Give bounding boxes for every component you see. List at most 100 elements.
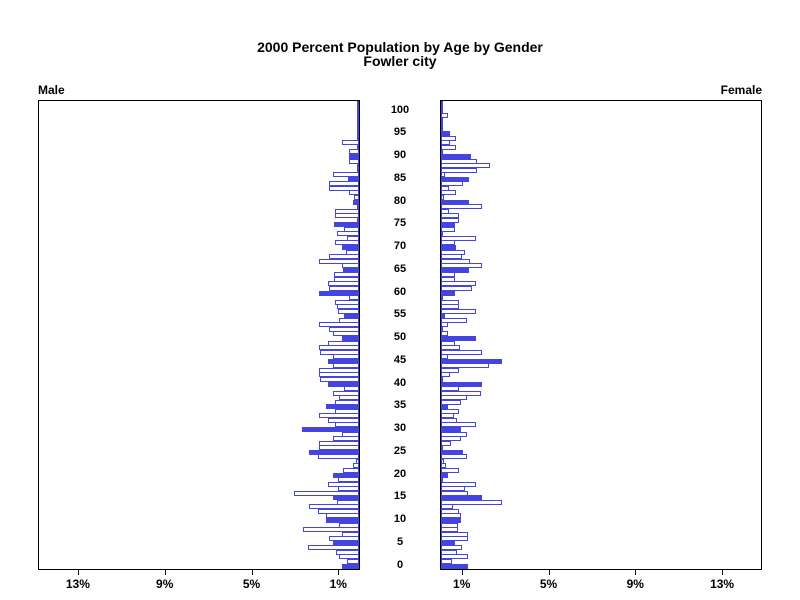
female-bar-age-41 <box>441 376 444 382</box>
male-bar-age-47 <box>319 349 359 355</box>
male-bar-age-77 <box>335 213 359 219</box>
male-bar-age-26 <box>318 445 359 451</box>
male-bar-age-2 <box>339 554 359 560</box>
male-bar-age-29 <box>341 431 359 437</box>
male-bar-age-75 <box>334 222 359 228</box>
female-bar-age-8 <box>441 527 459 533</box>
male-bar-age-36 <box>335 399 359 405</box>
male-bar-age-50 <box>341 336 359 341</box>
male-bar-age-68 <box>328 254 359 260</box>
male-bar-age-56 <box>338 308 359 314</box>
female-bar-age-17 <box>441 486 465 492</box>
female-bar-age-48 <box>441 345 460 351</box>
female-bar-age-69 <box>441 249 465 255</box>
female-bar-age-43 <box>441 367 460 373</box>
female-bar-age-31 <box>441 422 476 428</box>
female-bar-age-47 <box>441 349 482 355</box>
female-bar-age-50 <box>441 336 476 341</box>
female-bar-age-4 <box>441 545 462 551</box>
male-bar-age-0 <box>341 563 359 569</box>
male-bar-age-42 <box>318 372 359 378</box>
male-bar-age-59 <box>349 295 359 301</box>
male-pct-tick-label-1: 1% <box>329 577 347 591</box>
male-bar-age-58 <box>335 299 359 305</box>
chart-title: 2000 Percent Population by Age by Gender <box>257 39 543 55</box>
male-bar-age-31 <box>335 422 359 428</box>
male-bar-age-4 <box>308 545 359 551</box>
chart-subtitle: Fowler city <box>363 53 437 69</box>
female-panel <box>440 100 762 570</box>
age-tick-label-15: 15 <box>393 490 407 503</box>
male-bar-age-46 <box>332 354 359 360</box>
female-bar-age-36 <box>441 399 461 405</box>
male-pct-tick-label-5: 5% <box>242 577 261 591</box>
male-panel <box>38 100 360 570</box>
female-bar-age-10 <box>441 518 461 523</box>
age-tick-label-80: 80 <box>393 194 407 207</box>
male-bar-age-3 <box>336 549 359 555</box>
male-bar-age-1 <box>347 558 359 564</box>
female-bar-age-61 <box>441 285 473 291</box>
female-bar-age-71 <box>441 240 455 246</box>
female-bar-age-93 <box>441 140 451 146</box>
male-bar-age-90 <box>349 154 359 159</box>
female-bar-age-9 <box>441 522 459 528</box>
male-bar-age-54 <box>339 317 359 323</box>
female-bar-age-57 <box>441 304 460 310</box>
female-bar-age-30 <box>441 427 461 432</box>
female-bar-age-85 <box>441 176 470 182</box>
male-bar-age-78 <box>335 208 359 214</box>
female-bar-age-79 <box>441 204 483 210</box>
male-bar-age-13 <box>309 504 359 510</box>
female-bar-age-60 <box>441 290 455 296</box>
female-bar-age-39 <box>441 386 460 392</box>
female-bar-age-7 <box>441 531 469 537</box>
male-bar-age-65 <box>342 267 359 273</box>
female-pct-tick-label-5: 5% <box>539 577 558 591</box>
female-bar-age-32 <box>441 417 457 423</box>
female-bar-age-34 <box>441 408 460 414</box>
female-bar-age-65 <box>441 267 469 273</box>
female-bar-age-70 <box>441 245 457 250</box>
male-bar-age-66 <box>341 263 359 269</box>
male-bar-age-35 <box>326 404 359 410</box>
male-bar-age-81 <box>353 194 359 200</box>
female-bar-age-64 <box>441 272 455 278</box>
age-tick-label-75: 75 <box>393 217 407 230</box>
male-bar-age-38 <box>332 390 359 396</box>
female-bar-age-27 <box>441 440 451 446</box>
female-bar-age-82 <box>441 190 456 196</box>
male-bar-age-67 <box>318 258 359 264</box>
female-bar-age-90 <box>441 154 471 159</box>
male-bar-age-52 <box>328 326 359 332</box>
female-bar-age-73 <box>441 231 444 237</box>
age-tick-label-100: 100 <box>390 103 410 116</box>
female-bar-age-16 <box>441 490 469 496</box>
female-bar-age-15 <box>441 495 482 501</box>
male-bar-age-16 <box>293 490 359 496</box>
male-bar-age-39 <box>343 386 359 392</box>
female-bar-age-89 <box>441 158 477 164</box>
female-bar-age-42 <box>441 372 450 378</box>
female-bar-age-95 <box>441 131 451 137</box>
male-bar-age-22 <box>352 463 359 469</box>
male-bar-age-44 <box>332 363 359 369</box>
male-bar-age-23 <box>355 458 359 464</box>
female-pct-tick-label-1: 1% <box>453 577 471 591</box>
female-bar-age-45 <box>441 358 502 364</box>
male-pct-tick-13 <box>77 570 79 575</box>
male-bar-age-19 <box>338 477 359 483</box>
female-bar-age-72 <box>441 235 476 241</box>
male-bar-age-86 <box>332 172 359 178</box>
male-pct-tick-label-13: 13% <box>65 577 90 591</box>
female-bar-age-81 <box>441 194 445 200</box>
male-bar-age-82 <box>349 190 359 196</box>
female-bar-age-11 <box>441 513 461 519</box>
male-bar-age-18 <box>327 481 359 487</box>
female-bar-age-24 <box>441 454 468 460</box>
male-bar-age-20 <box>332 472 359 478</box>
female-bar-age-33 <box>441 413 455 419</box>
female-bar-age-5 <box>441 540 456 546</box>
female-bar-age-35 <box>441 404 448 410</box>
female-bar-age-83 <box>441 185 450 191</box>
